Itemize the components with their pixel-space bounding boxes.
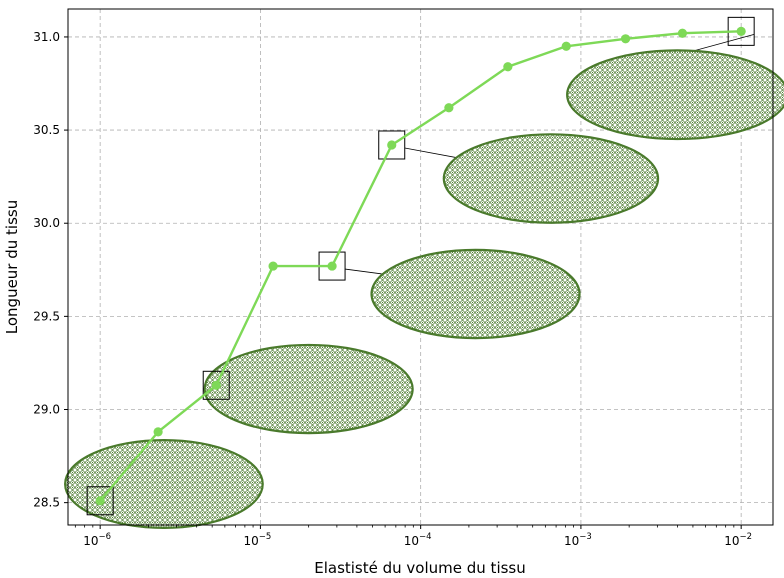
tissue-mesh — [203, 343, 414, 435]
y-tick-label: 28.5 — [33, 496, 60, 510]
point-highlight-box — [202, 370, 230, 400]
x-tick-label-exponent: −3 — [579, 532, 592, 542]
x-tick-label: 10−2 — [724, 532, 752, 548]
data-point — [444, 103, 454, 113]
x-axis: 10−6 10−5 10−4 10−3 10−2 — [74, 525, 752, 548]
y-tick-label: 31.0 — [33, 30, 60, 44]
data-point — [327, 261, 337, 271]
point-highlight-box — [378, 130, 406, 160]
data-point — [736, 26, 746, 36]
y-tick-label: 29.0 — [33, 403, 60, 417]
tissue-inset — [202, 343, 414, 435]
tissue-mesh — [442, 133, 660, 224]
tissue-inset — [64, 439, 264, 530]
data-point — [211, 380, 221, 390]
x-tick-label-exponent: −4 — [419, 532, 432, 542]
data-point — [503, 62, 513, 72]
y-axis-title: Longueur du tissu — [3, 200, 21, 334]
x-tick-label-base: 10 — [83, 534, 98, 548]
y-tick-label: 30.5 — [33, 123, 60, 137]
y-tick-label: 29.5 — [33, 309, 60, 323]
tissue-insets — [64, 16, 784, 530]
point-highlight-box — [86, 486, 114, 516]
x-tick-label-exponent: −6 — [99, 532, 112, 542]
tissue-mesh — [370, 248, 581, 340]
y-axis: 28.5 29.0 29.5 30.0 30.5 31.0 — [33, 30, 68, 510]
tissue-inset — [566, 16, 784, 141]
series-line — [99, 30, 742, 502]
x-tick-label-base: 10 — [564, 534, 579, 548]
data-point — [95, 496, 105, 506]
x-axis-title: Elastisté du volume du tissu — [314, 559, 526, 577]
x-tick-label-base: 10 — [724, 534, 739, 548]
data-point — [153, 427, 163, 437]
x-tick-label-base: 10 — [404, 534, 419, 548]
x-tick-label: 10−5 — [244, 532, 272, 548]
data-point — [561, 41, 571, 51]
x-tick-label-exponent: −5 — [259, 532, 272, 542]
data-point — [387, 140, 397, 150]
tissue-mesh — [566, 49, 784, 141]
series — [95, 26, 746, 506]
x-tick-label-exponent: −2 — [740, 532, 753, 542]
data-point — [268, 261, 278, 271]
tissue-inset — [378, 130, 660, 224]
data-point — [677, 28, 688, 38]
x-tick-label: 10−6 — [83, 532, 111, 548]
tissue-mesh — [64, 439, 264, 530]
x-tick-label-base: 10 — [244, 534, 259, 548]
x-tick-label: 10−3 — [564, 532, 592, 548]
data-point — [620, 34, 631, 44]
x-tick-label: 10−4 — [404, 532, 432, 548]
y-tick-label: 30.0 — [33, 216, 60, 230]
